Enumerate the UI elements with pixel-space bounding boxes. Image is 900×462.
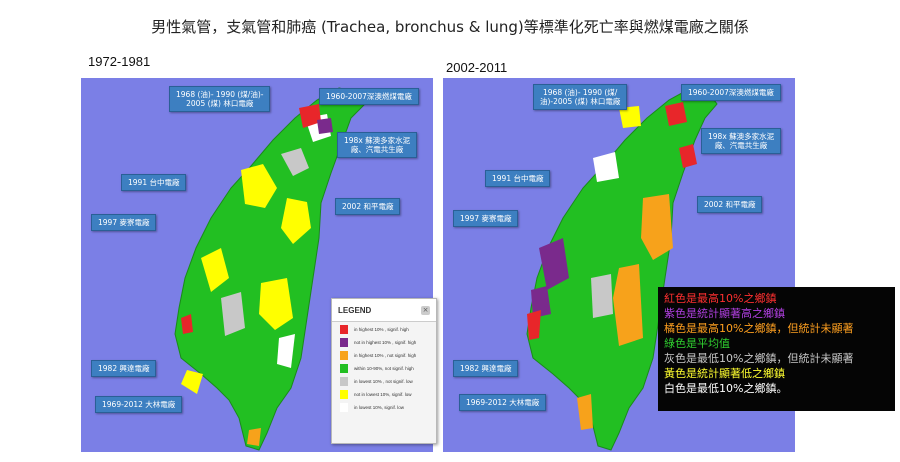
legend-item: not in highest 10% , signif. high (340, 337, 436, 348)
callout-suao: 198x 蘇澳多家水泥 廠、汽電共生廠 (337, 132, 418, 158)
region-white-east (277, 334, 295, 368)
region-red-south (181, 314, 193, 334)
legend-label: in lowest 10%, signif. low (354, 405, 405, 410)
region-yellow-coast (181, 370, 203, 394)
legend-swatch (340, 325, 348, 334)
legend-swatch (340, 351, 348, 360)
period-label-left: 1972-1981 (88, 54, 151, 69)
page-title: 男性氣管，支氣管和肺癌 (Trachea, bronchus & lung)等標… (151, 18, 749, 36)
taiwan-map-left (174, 87, 366, 451)
region-orange-south (613, 264, 643, 346)
region-purple-north (317, 118, 333, 134)
explanation-purple: 紫色是統計顯著高之鄉鎮 (664, 307, 785, 320)
region-yellow-east (281, 198, 311, 244)
map-1972-1981: 1968 (油)- 1990 (煤/油)- 2005 (煤) 林口電廠 1960… (81, 78, 433, 452)
region-yellow-west (201, 248, 229, 292)
region-yellow-south (259, 278, 293, 330)
legend-item: not in lowest 10%, signif. low (340, 389, 436, 400)
legend-panel: LEGEND × in highest 10% , signif. high no… (331, 298, 437, 444)
callout-talin: 1969-2012 大林電廠 (459, 394, 547, 411)
callout-linkou: 1968 (油)- 1990 (煤/ 油)-2005 (煤) 林口電廠 (533, 84, 628, 110)
callout-linkou: 1968 (油)- 1990 (煤/油)- 2005 (煤) 林口電廠 (169, 86, 271, 112)
explanation-gray: 灰色是最低10%之鄉鎮，但統計未顯著 (664, 352, 854, 365)
region-orange-tip (247, 428, 261, 446)
callout-hoping: 2002 和平電廠 (697, 196, 763, 213)
region-gray-central (591, 274, 613, 318)
legend-title: LEGEND (338, 305, 372, 315)
region-orange-east (641, 194, 673, 260)
period-label-right: 2002-2011 (446, 60, 508, 75)
callout-shenao: 1960-2007深澳燃煤電廠 (681, 84, 781, 101)
callout-hoping: 2002 和平電廠 (335, 198, 401, 215)
color-explanation-box: 紅色是最高10%之鄉鎮 紫色是統計顯著高之鄉鎮 橘色是最高10%之鄉鎮，但統計未… (658, 287, 895, 411)
legend-label: within 10-90%, not signif. high (354, 366, 414, 371)
legend-swatch (340, 338, 348, 347)
explanation-white: 白色是最低10%之鄉鎮。 (664, 382, 788, 395)
callout-mailiao: 1997 麥寮電廠 (91, 214, 157, 231)
region-white-north (593, 152, 619, 182)
region-yellow-north (619, 106, 641, 128)
region-yellow-central (241, 164, 277, 208)
legend-item: in highest 10% , not signif. high (340, 350, 436, 361)
callout-taichung: 1991 台中電廠 (485, 170, 551, 187)
region-gray-south (221, 292, 245, 336)
legend-swatch (340, 390, 348, 399)
legend-item: in lowest 10%, signif. low (340, 402, 436, 413)
legend-label: in highest 10% , not signif. high (354, 353, 417, 358)
callout-taichung: 1991 台中電廠 (121, 174, 187, 191)
legend-item: in lowest 10% , not signif. low (340, 376, 436, 387)
callout-suao: 198x 蘇澳多家水泥 廠、汽電共生廠 (701, 128, 782, 154)
taiwan-map-right (526, 87, 718, 451)
region-red-north (665, 102, 687, 126)
callout-hsinta: 1982 興達電廠 (453, 360, 519, 377)
legend-item: in highest 10% , signif. high (340, 324, 436, 335)
callout-mailiao: 1997 麥寮電廠 (453, 210, 519, 227)
region-purple-west (539, 238, 569, 290)
legend-swatch (340, 403, 348, 412)
legend-label: not in highest 10% , signif. high (354, 340, 417, 345)
explanation-orange: 橘色是最高10%之鄉鎮，但統計未顯著 (664, 322, 854, 335)
region-red-linkou (299, 104, 321, 128)
explanation-green: 綠色是平均值 (664, 337, 730, 350)
explanation-yellow: 黃色是統計顯著低之鄉鎮 (664, 367, 785, 380)
map-2002-2011: 1968 (油)- 1990 (煤/ 油)-2005 (煤) 林口電廠 1960… (443, 78, 795, 452)
callout-hsinta: 1982 興達電廠 (91, 360, 157, 377)
callout-shenao: 1960-2007深澳燃煤電廠 (319, 88, 419, 105)
region-purple-coast (531, 286, 551, 318)
region-red-east (679, 144, 697, 168)
legend-swatch (340, 364, 348, 373)
explanation-red: 紅色是最高10%之鄉鎮 (664, 292, 777, 305)
close-icon[interactable]: × (421, 305, 430, 315)
legend-swatch (340, 377, 348, 386)
legend-item: within 10-90%, not signif. high (340, 363, 436, 374)
legend-label: in lowest 10% , not signif. low (354, 379, 413, 384)
region-orange-tip (577, 394, 593, 430)
region-red-west (527, 310, 541, 340)
legend-label: in highest 10% , signif. high (354, 327, 409, 332)
region-gray-north (281, 148, 309, 176)
taiwan-island-shape (174, 87, 366, 451)
legend-label: not in lowest 10%, signif. low (354, 392, 412, 397)
callout-talin: 1969-2012 大林電廠 (95, 396, 183, 413)
